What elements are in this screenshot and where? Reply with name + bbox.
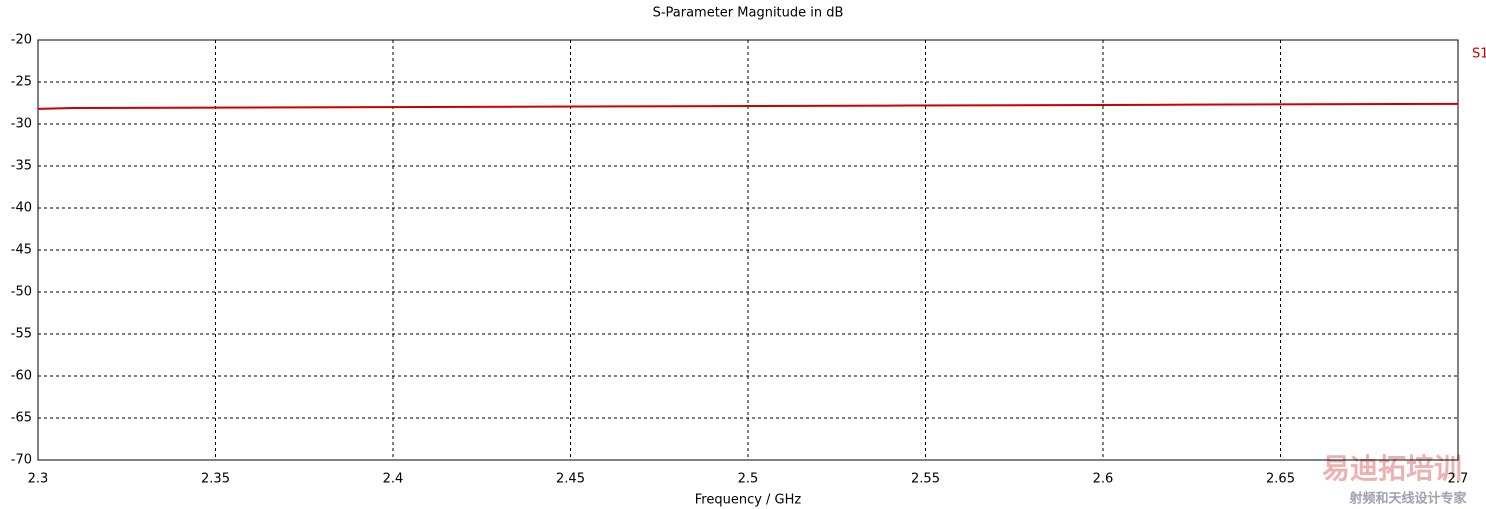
x-tick-label: 2.65 xyxy=(1266,472,1295,487)
x-tick-label: 2.45 xyxy=(556,472,585,487)
series-line xyxy=(37,102,1459,110)
legend-entry: S1 xyxy=(1472,47,1486,62)
chart-title: S-Parameter Magnitude in dB xyxy=(653,6,844,21)
x-tick-label: 2.3 xyxy=(28,472,49,487)
y-tick-label: -50 xyxy=(11,285,32,300)
x-tick-label: 2.35 xyxy=(201,472,230,487)
x-tick-label: 2.6 xyxy=(1093,472,1114,487)
y-tick-label: -55 xyxy=(11,327,32,342)
watermark-brand: 易迪拓培训 xyxy=(1322,452,1462,485)
plot-frame xyxy=(37,39,1459,461)
y-tick-label: -20 xyxy=(11,33,32,48)
y-tick-label: -40 xyxy=(11,201,32,216)
y-tick-label: -65 xyxy=(11,411,32,426)
y-tick-label: -60 xyxy=(11,369,32,384)
x-axis-label: Frequency / GHz xyxy=(695,493,802,508)
y-tick-label: -70 xyxy=(11,453,32,468)
y-tick-label: -35 xyxy=(11,159,32,174)
y-tick-label: -30 xyxy=(11,117,32,132)
watermark-slogan: 射频和天线设计专家 xyxy=(1348,491,1467,507)
x-tick-label: 2.5 xyxy=(738,472,759,487)
x-tick-label: 2.55 xyxy=(911,472,940,487)
x-tick-label: 2.4 xyxy=(383,472,404,487)
y-tick-label: -45 xyxy=(11,243,32,258)
x-tick-label: 2.7 xyxy=(1448,472,1469,487)
y-tick-label: -25 xyxy=(11,75,32,90)
